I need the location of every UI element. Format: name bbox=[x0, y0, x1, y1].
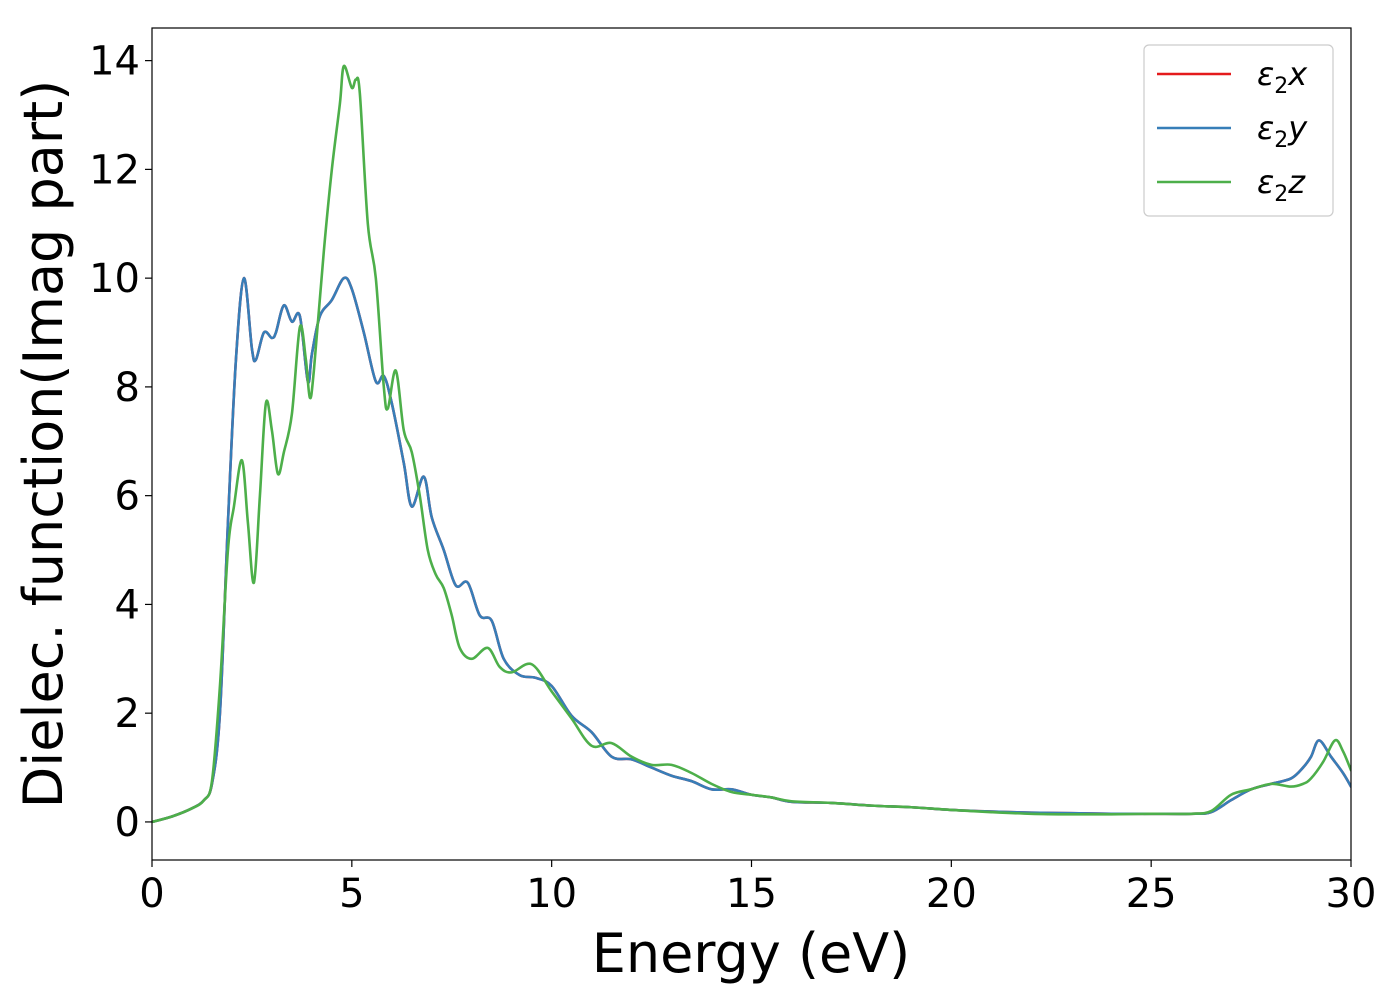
legend-label: ε2z bbox=[1257, 163, 1306, 207]
y-tick-label: 12 bbox=[89, 147, 140, 193]
x-axis-ticks: 0 5 10 15 20 25 30 bbox=[139, 860, 1376, 917]
y-axis-title: Dielec. function(Imag part) bbox=[12, 80, 75, 809]
legend-box bbox=[1143, 44, 1334, 217]
y-axis-ticks: 0 2 4 6 8 10 12 14 bbox=[89, 39, 152, 846]
y-tick-label: 10 bbox=[89, 256, 140, 302]
y-tick-label: 6 bbox=[115, 474, 140, 520]
series-line-3 bbox=[152, 64, 1351, 824]
y-tick-label: 8 bbox=[115, 365, 140, 411]
y-tick-label: 0 bbox=[115, 800, 140, 846]
legend: ε2x ε2y ε2z bbox=[1143, 44, 1334, 217]
x-tick-label: 20 bbox=[926, 871, 977, 917]
x-axis-title: Energy (eV) bbox=[592, 922, 911, 985]
x-tick-label: 25 bbox=[1126, 871, 1177, 917]
x-tick-label: 15 bbox=[726, 871, 777, 917]
legend-label: ε2y bbox=[1257, 109, 1308, 153]
x-tick-label: 30 bbox=[1326, 871, 1377, 917]
x-tick-label: 0 bbox=[139, 871, 164, 917]
y-tick-label: 4 bbox=[115, 582, 140, 628]
y-tick-label: 14 bbox=[89, 39, 140, 85]
legend-label: ε2x bbox=[1257, 55, 1308, 99]
y-tick-label: 2 bbox=[115, 691, 140, 737]
x-tick-label: 10 bbox=[526, 871, 577, 917]
series-layer bbox=[152, 64, 1351, 824]
x-tick-label: 5 bbox=[339, 871, 364, 917]
